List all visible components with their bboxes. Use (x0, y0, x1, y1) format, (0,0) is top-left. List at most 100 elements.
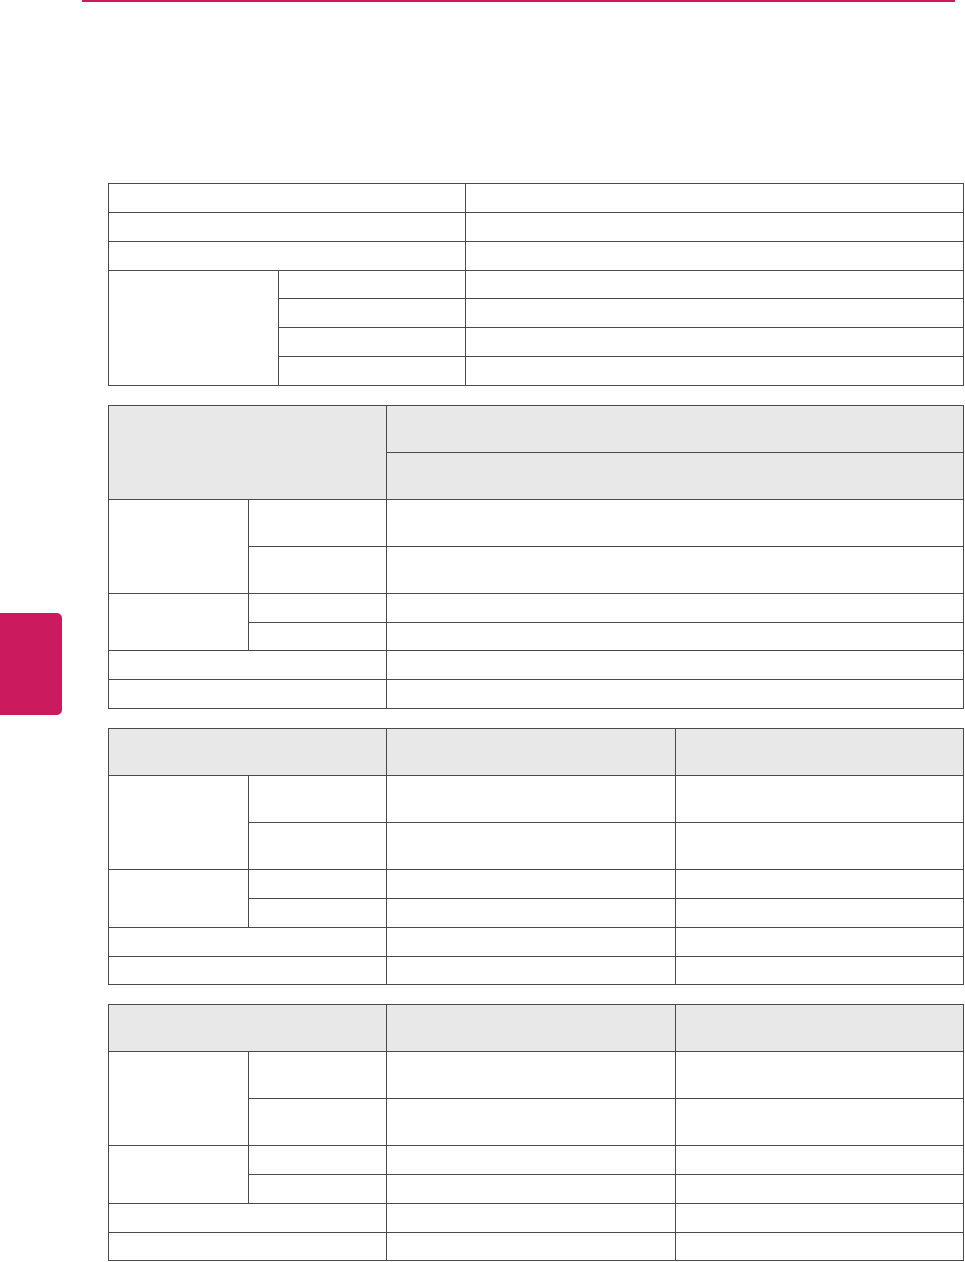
table-row (108, 1145, 964, 1204)
table-cell (675, 775, 964, 823)
table-row (108, 956, 964, 985)
header-cell (108, 1004, 387, 1052)
table-cell (248, 1145, 387, 1175)
table-cell (386, 622, 964, 651)
table-header-row (108, 405, 964, 500)
table-cell (248, 1051, 387, 1099)
table-cell (108, 499, 249, 594)
header-cell (108, 728, 387, 776)
header-cell (675, 1004, 964, 1052)
table-row (108, 869, 964, 928)
table-cell (278, 356, 466, 386)
table-cell (108, 1232, 387, 1261)
header-cell (386, 452, 964, 500)
table-cell (278, 270, 466, 299)
table-cell (386, 956, 676, 985)
table-row (109, 356, 964, 386)
table-cell (675, 1232, 964, 1261)
table-row (108, 270, 964, 386)
table-row (108, 593, 964, 651)
table-cell (465, 327, 964, 357)
table-cell (675, 1203, 964, 1233)
table-cell (248, 622, 387, 651)
table-cell (108, 650, 387, 680)
table-cell (675, 1145, 964, 1175)
table-row (108, 927, 964, 957)
table-row (108, 775, 964, 870)
table-row (109, 546, 964, 594)
table-cell (248, 869, 387, 899)
table-cell (675, 869, 964, 899)
table-cell (248, 1174, 387, 1204)
table-row (109, 622, 964, 651)
table-cell (675, 1174, 964, 1204)
table-cell (465, 241, 964, 271)
table-cell (386, 927, 676, 957)
header-accent-line (82, 0, 955, 2)
table-cell (675, 822, 964, 870)
table-cell (248, 898, 387, 928)
table-row (108, 241, 964, 271)
table-cell (465, 298, 964, 328)
table-row (108, 1051, 964, 1146)
header-cell (386, 1004, 676, 1052)
table-cell (386, 822, 676, 870)
table-cell (386, 1174, 676, 1204)
table-cell (108, 183, 466, 213)
table-cell (248, 775, 387, 823)
table-cell (386, 869, 676, 899)
spec-table-3 (108, 728, 964, 985)
table-cell (108, 869, 249, 928)
header-cell (386, 405, 964, 453)
table-cell (248, 1098, 387, 1146)
table-cell (386, 1203, 676, 1233)
table-header-row (108, 728, 964, 776)
table-cell (108, 212, 466, 242)
table-cell (248, 822, 387, 870)
table-cell (108, 270, 279, 386)
table-row (108, 499, 964, 594)
table-cell (108, 775, 249, 870)
table-row (108, 1232, 964, 1261)
table-cell (675, 1051, 964, 1099)
table-row (108, 1203, 964, 1233)
spec-table-2 (108, 405, 964, 709)
header-cell (675, 728, 964, 776)
chapter-side-tab (0, 613, 62, 715)
spec-table-4 (108, 1004, 964, 1261)
table-cell (108, 1145, 249, 1204)
table-cell (248, 499, 387, 547)
table-row (108, 650, 964, 680)
table-row (108, 679, 964, 709)
table-cell (278, 298, 466, 328)
table-header-row (108, 1004, 964, 1052)
table-cell (386, 546, 964, 594)
table-row (109, 1098, 964, 1146)
table-cell (386, 775, 676, 823)
table-cell (675, 898, 964, 928)
table-cell (675, 1098, 964, 1146)
table-cell (465, 356, 964, 386)
table-row (108, 183, 964, 213)
table-cell (386, 650, 964, 680)
table-cell (386, 499, 964, 547)
table-cell (465, 212, 964, 242)
table-cell (386, 1145, 676, 1175)
table-header-row (109, 452, 964, 500)
table-cell (108, 927, 387, 957)
spec-table-1 (108, 183, 964, 386)
table-cell (465, 183, 964, 213)
table-cell (675, 956, 964, 985)
table-cell (386, 1051, 676, 1099)
table-cell (386, 1232, 676, 1261)
table-cell (386, 679, 964, 709)
table-cell (108, 1203, 387, 1233)
table-cell (278, 327, 466, 357)
table-cell (386, 593, 964, 623)
table-cell (108, 241, 466, 271)
table-cell (108, 956, 387, 985)
table-cell (108, 593, 249, 651)
table-cell (386, 898, 676, 928)
table-cell (108, 679, 387, 709)
table-cell (465, 270, 964, 299)
